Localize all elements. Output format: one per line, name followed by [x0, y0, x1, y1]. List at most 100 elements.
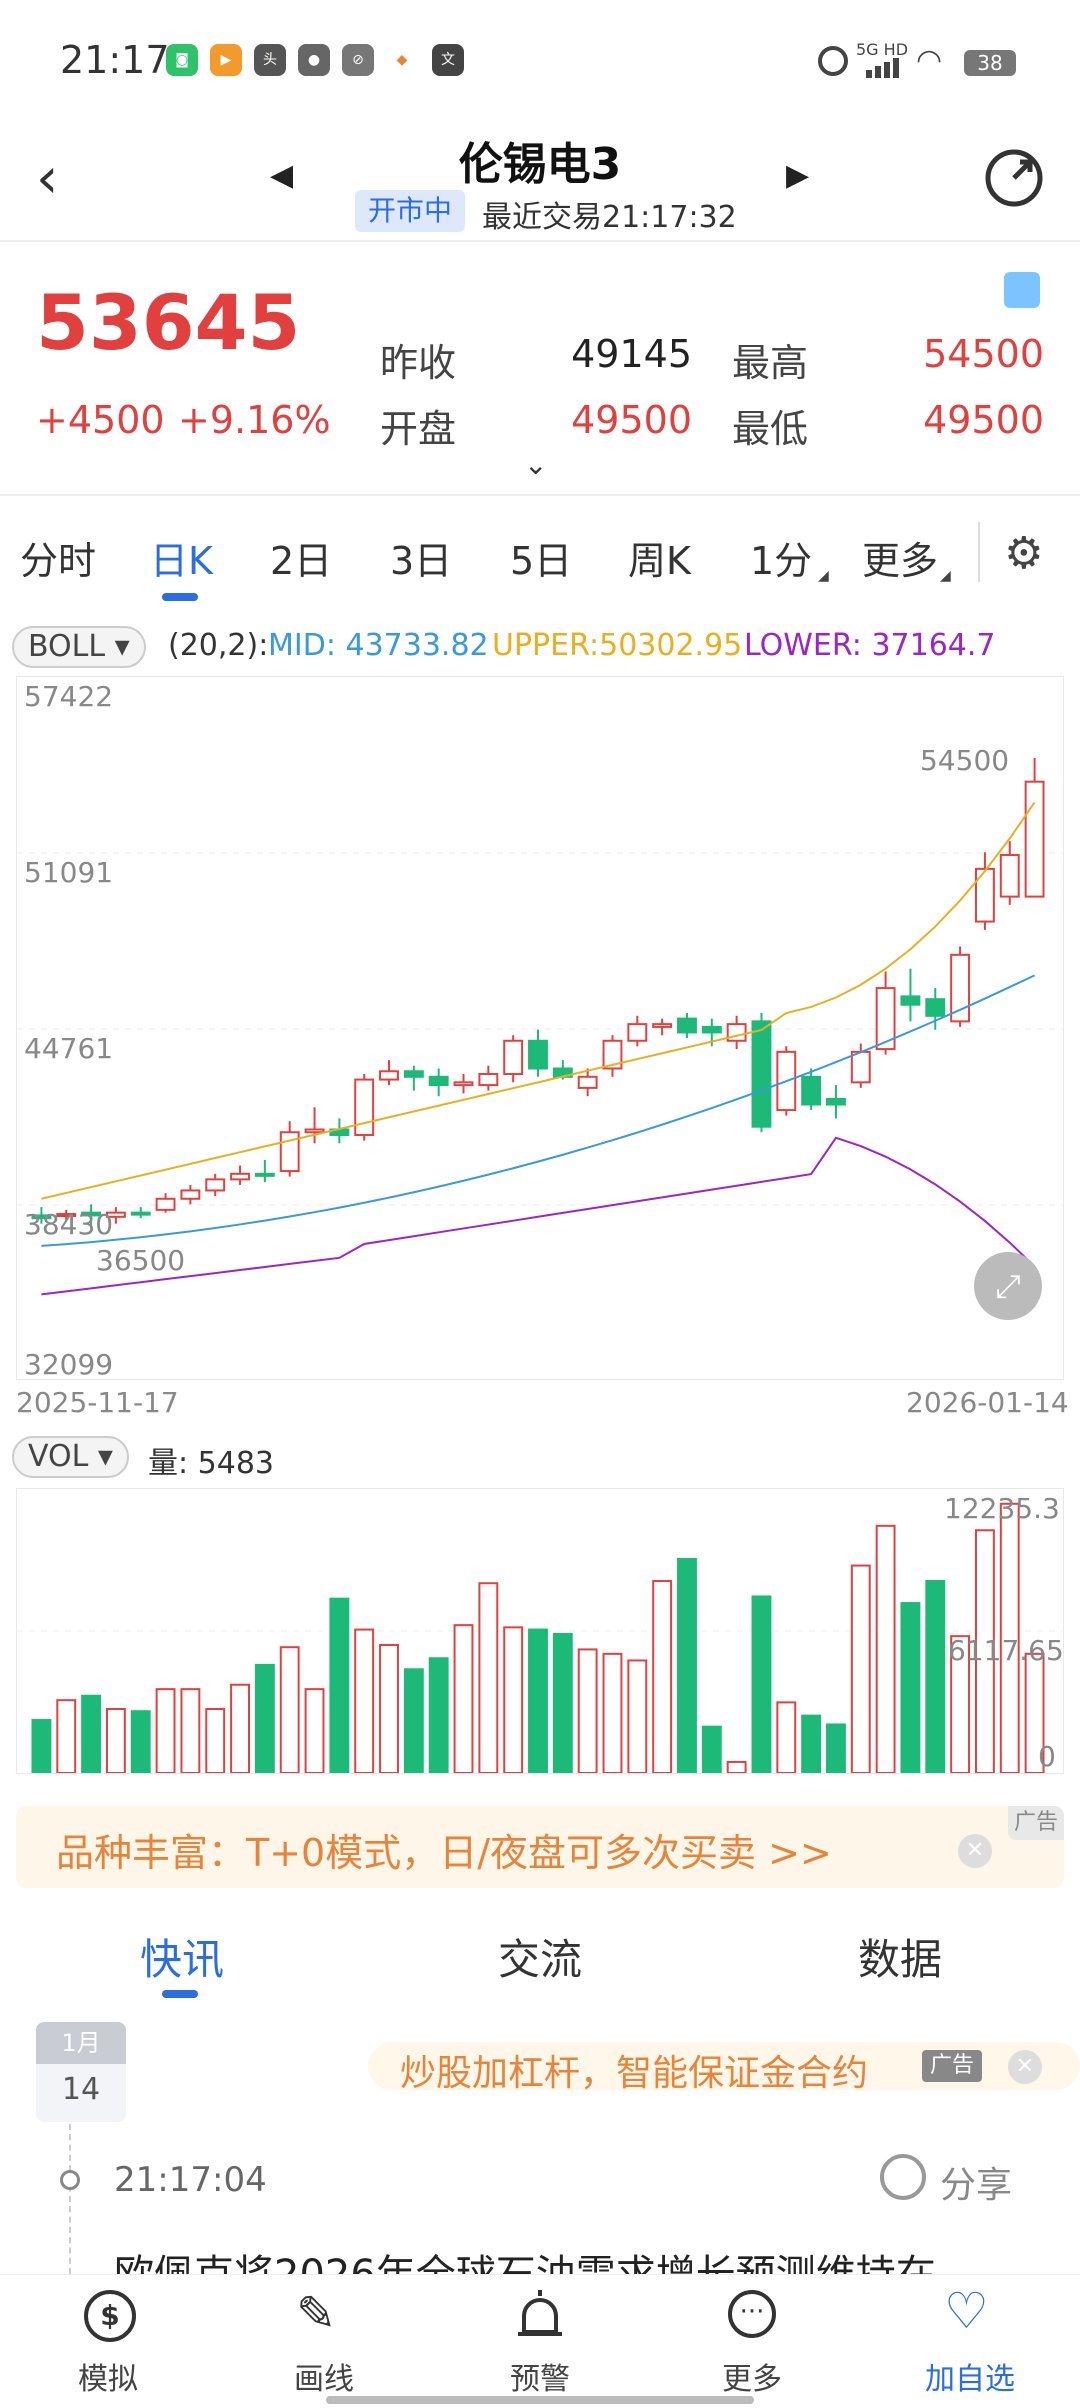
volume-bar: [31, 1719, 52, 1774]
settings-gear-icon[interactable]: ⚙: [1004, 528, 1044, 579]
open-value: 49500: [571, 398, 692, 442]
expand-chevron-icon[interactable]: ⌄: [524, 448, 548, 481]
volume-bar: [602, 1652, 623, 1774]
candlestick: [130, 1211, 151, 1216]
prev-close-label: 昨收: [380, 341, 457, 385]
share-icon[interactable]: [880, 2154, 926, 2200]
prev-contract-icon[interactable]: ◀: [270, 158, 294, 193]
y-tick-label: 44761: [24, 1032, 114, 1065]
volume-bar: [329, 1597, 350, 1774]
candlestick: [627, 1023, 648, 1042]
alarm-bell-icon[interactable]: [514, 2288, 566, 2340]
next-contract-icon[interactable]: ▶: [786, 158, 810, 193]
status-time: 21:17: [60, 38, 170, 82]
candlestick: [999, 854, 1020, 898]
y-tick-label: 51091: [24, 856, 114, 889]
nav-more[interactable]: 更多: [722, 2362, 782, 2397]
tab-intraday[interactable]: 分时: [20, 539, 97, 583]
nav-alert[interactable]: 预警: [510, 2362, 570, 2397]
high-value: 54500: [923, 332, 1044, 376]
tab-3day[interactable]: 3日: [390, 539, 453, 583]
fullscreen-icon[interactable]: ⤢: [974, 1252, 1042, 1320]
simulate-dollar-icon[interactable]: $: [84, 2290, 136, 2342]
volume-bar: [925, 1580, 946, 1775]
low-value: 49500: [923, 398, 1044, 442]
indicator-name: BOLL: [28, 629, 106, 664]
volume-bar: [900, 1602, 921, 1774]
tab-2day[interactable]: 2日: [270, 539, 333, 583]
date-day: 14: [61, 2072, 101, 2107]
candlestick: [56, 1213, 77, 1218]
nav-draw-line[interactable]: 画线: [294, 2362, 354, 2397]
boll-upper-line: [41, 801, 1036, 1200]
volume-tick-label: 12235.3: [944, 1492, 1060, 1525]
candlestick: [528, 1039, 548, 1070]
pie-chart-icon[interactable]: [1004, 272, 1040, 308]
news-time: 21:17:04: [114, 2160, 267, 2200]
back-icon[interactable]: ‹: [36, 146, 59, 211]
tab-more[interactable]: 更多: [862, 539, 939, 583]
share-button[interactable]: 分享: [940, 2165, 1013, 2206]
nav-add-favorite[interactable]: 加自选: [925, 2362, 1015, 2397]
more-dots-icon[interactable]: ···: [728, 2290, 776, 2338]
promo-text[interactable]: 炒股加杠杆，智能保证金合约: [400, 2053, 869, 2094]
candlestick: [850, 1050, 871, 1084]
volume-bar: [105, 1708, 126, 1774]
candlestick: [453, 1081, 474, 1087]
y-tick-label: 57422: [24, 680, 114, 713]
x-end-date: 2026-01-14: [906, 1386, 1069, 1419]
kline-chart[interactable]: [16, 676, 1064, 1380]
close-ad-icon[interactable]: ✕: [958, 1834, 992, 1868]
boll-mid: MID: 43733.82: [268, 628, 489, 663]
ad-tag: 广告: [1008, 1806, 1064, 1840]
learning-app-icon: 文: [432, 44, 464, 76]
volume-bar: [528, 1628, 548, 1774]
y-tick-label: 38430: [24, 1208, 114, 1241]
nav-simulate[interactable]: 模拟: [78, 2362, 138, 2397]
candlestick: [652, 1023, 673, 1028]
divider: [0, 240, 1080, 242]
tab-news-flash[interactable]: 快讯: [140, 1935, 225, 1984]
tab-5day[interactable]: 5日: [510, 539, 573, 583]
candlestick: [602, 1039, 623, 1070]
volume-bar: [652, 1580, 673, 1775]
add-favorite-heart-icon[interactable]: ♡: [944, 2282, 989, 2340]
volume-bar: [354, 1628, 375, 1774]
date-card: 1月 14: [36, 2022, 126, 2122]
active-tab-indicator: [162, 593, 198, 601]
candlestick: [726, 1023, 747, 1042]
volume-indicator-name: VOL: [28, 1439, 89, 1474]
tab-1min[interactable]: 1分: [750, 539, 813, 583]
date-month: 1月: [36, 2022, 126, 2064]
dropdown-corner-icon: ◢: [940, 568, 951, 584]
tab-daily-k[interactable]: 日K: [150, 539, 213, 583]
tab-weekly-k[interactable]: 周K: [628, 539, 691, 583]
close-promo-icon[interactable]: ✕: [1008, 2050, 1042, 2084]
dropdown-corner-icon: ◢: [818, 568, 829, 584]
volume-bar: [701, 1725, 722, 1774]
tab-data[interactable]: 数据: [858, 1935, 943, 1984]
ad-banner[interactable]: [16, 1806, 1064, 1888]
indicator-select[interactable]: BOLL ▾: [12, 626, 146, 668]
volume-indicator-select[interactable]: VOL ▾: [12, 1436, 129, 1478]
volume-bar: [826, 1723, 846, 1775]
volume-bar: [478, 1582, 499, 1774]
boll-lower-line: [41, 1136, 1036, 1296]
volume-bar: [180, 1688, 201, 1774]
refresh-icon[interactable]: [982, 146, 1046, 210]
volume-bar: [81, 1694, 102, 1775]
ad-text[interactable]: 品种丰富：T+0模式，日/夜盘可多次买卖 >>: [56, 1831, 832, 1875]
tab-discussion[interactable]: 交流: [498, 1935, 583, 1984]
candlestick: [304, 1128, 325, 1134]
x-start-date: 2025-11-17: [16, 1386, 179, 1419]
toutiao-icon: 头: [254, 44, 286, 76]
network-type: 5G HD: [856, 40, 909, 59]
volume-bar: [801, 1714, 822, 1775]
y-tick-label: 32099: [24, 1348, 114, 1381]
market-status-badge: 开市中: [355, 190, 465, 232]
app-notification-icon: ◙: [166, 44, 198, 76]
draw-line-pen-icon[interactable]: ✎: [296, 2286, 337, 2342]
volume-chart[interactable]: [16, 1488, 1064, 1775]
candlestick: [180, 1189, 201, 1200]
max-price-label: 54500: [920, 744, 1010, 777]
